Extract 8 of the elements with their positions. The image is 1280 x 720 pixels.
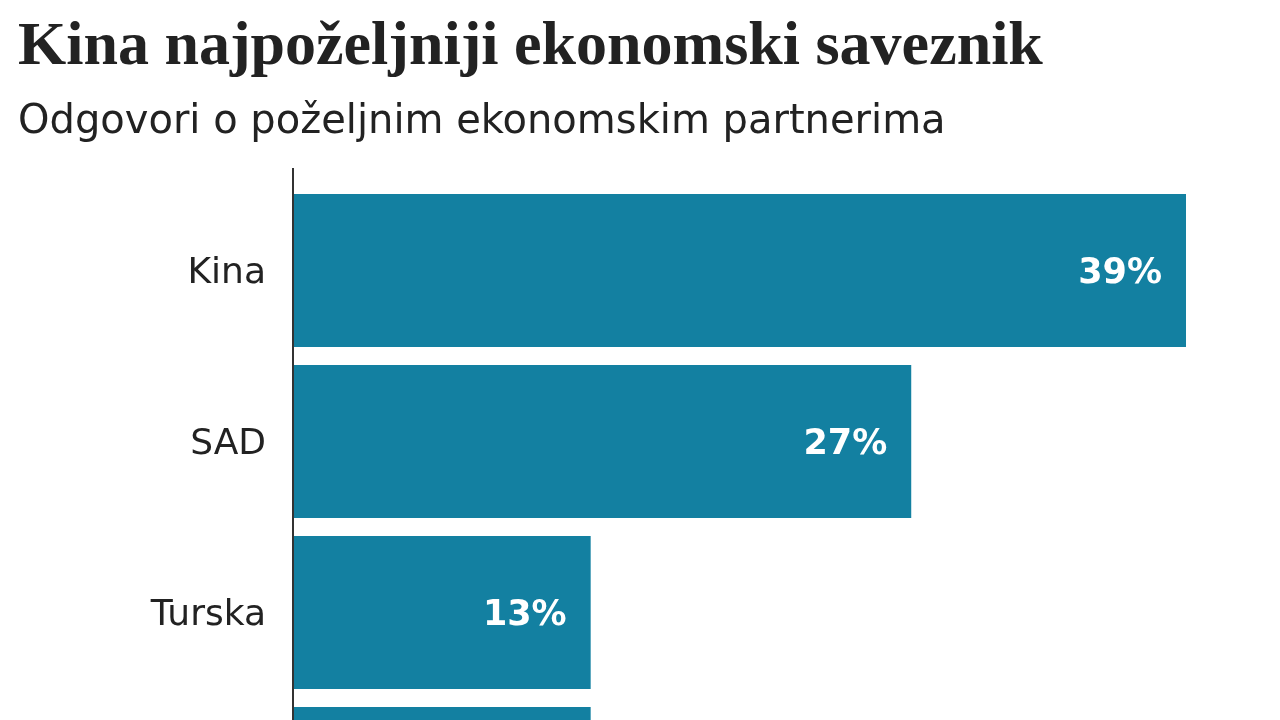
data-label: 13% [482, 592, 567, 633]
chart-title: Kina najpoželjniji ekonomski saveznik [18, 9, 1044, 77]
data-label: 27% [803, 421, 888, 462]
y-tick-label: Kina [187, 250, 266, 292]
y-tick-label: Turska [149, 592, 266, 634]
y-tick-label: SAD [190, 421, 266, 463]
data-label: 39% [1078, 250, 1162, 291]
chart-subtitle: Odgovori o poželjnim ekonomskim partnerima [18, 96, 946, 142]
